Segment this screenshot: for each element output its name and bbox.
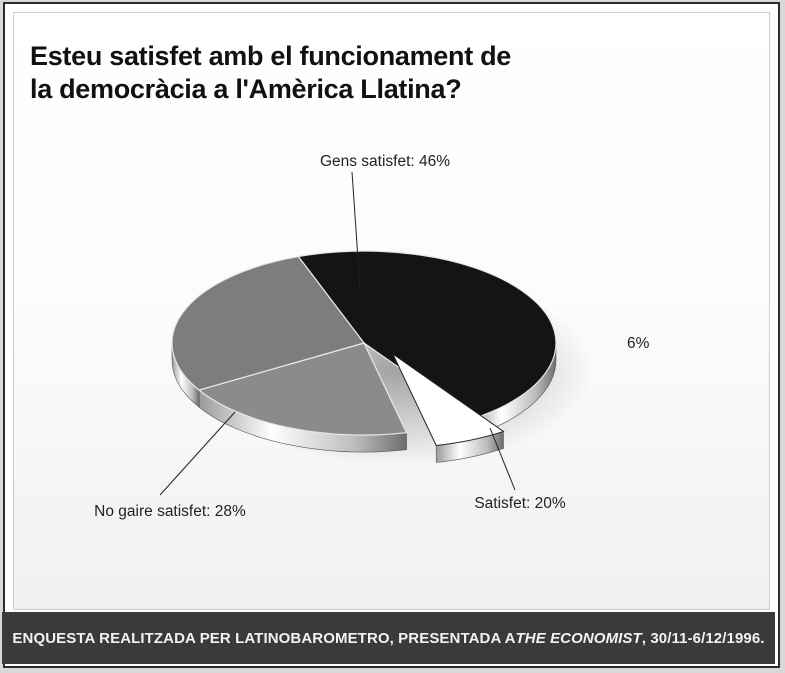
slice-6: [391, 352, 505, 447]
footer-publication: THE ECONOMIST: [515, 629, 642, 647]
chart-title-line-1: Esteu satisfet amb el funcionament de: [30, 41, 512, 71]
slice-no-gaire-satisfet: [171, 255, 366, 391]
slice-gens-satisfet: [297, 250, 557, 420]
chart-title: Esteu satisfet amb el funcionament de la…: [30, 40, 550, 106]
pie-labels: Gens satisfet: 46% 6% Satisfet: 20% No g…: [94, 153, 649, 520]
chart-frame: [3, 2, 780, 668]
slice-label-satisfet: Satisfet: 20%: [474, 495, 566, 512]
slice-label-no-gaire-satisfet: No gaire satisfet: 28%: [94, 503, 246, 520]
footer-prefix: ENQUESTA REALITZADA PER LATINOBAROMETRO,…: [12, 629, 516, 647]
chart-title-line-2: la democràcia a l'Amèrica Llatina?: [30, 74, 462, 104]
leader-gens-satisfet: [351, 171, 361, 289]
slice-label-6: 6%: [627, 335, 650, 352]
footer-suffix: , 30/11-6/12/1996.: [641, 629, 765, 647]
leader-no-gaire: [159, 411, 236, 496]
slice-label-gens-satisfet: Gens satisfet: 46%: [320, 153, 450, 170]
pie-slices: [171, 250, 557, 447]
slice-satisfet: [197, 342, 408, 436]
leader-satisfet: [489, 427, 516, 491]
pie-leader-lines: [159, 171, 516, 496]
source-footer: ENQUESTA REALITZADA PER LATINOBAROMETRO,…: [2, 612, 775, 664]
